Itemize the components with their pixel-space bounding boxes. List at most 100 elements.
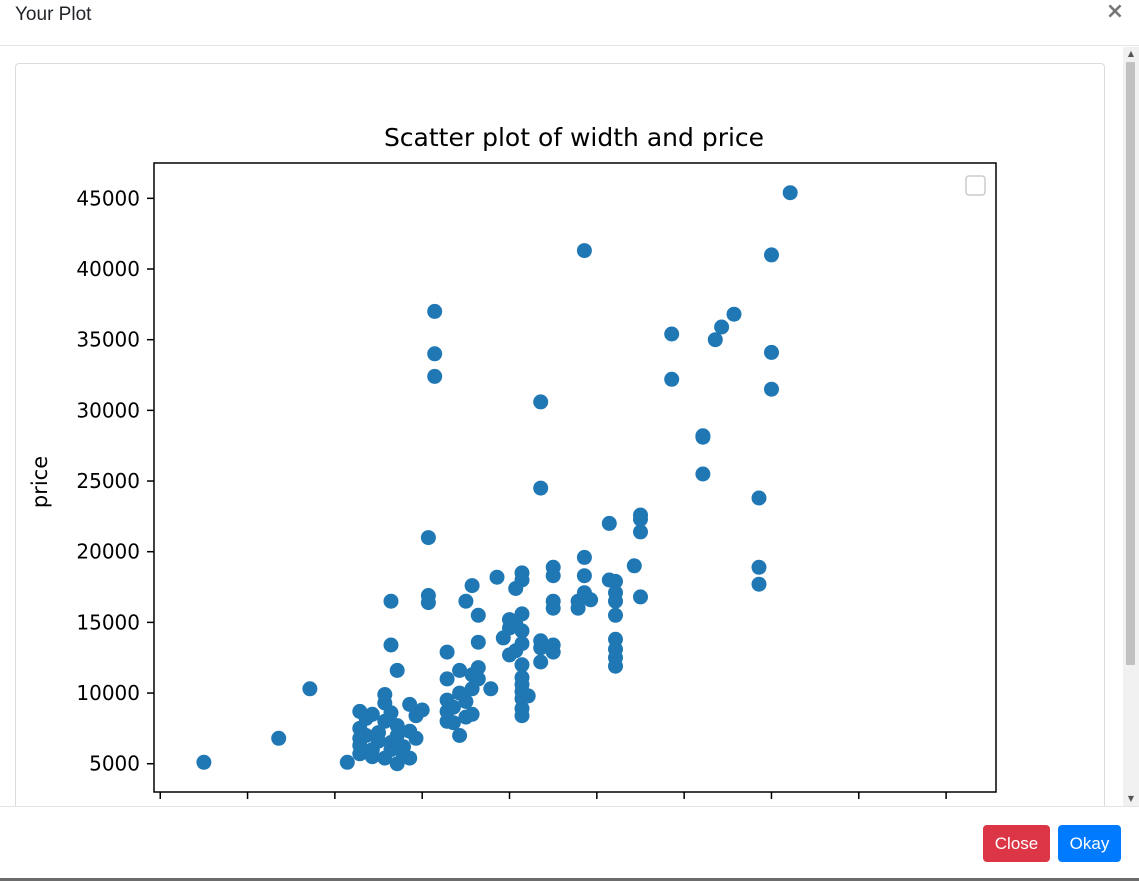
data-point [545, 568, 561, 584]
data-point [414, 702, 430, 718]
data-point [445, 699, 461, 715]
data-point [420, 595, 436, 611]
data-point [439, 644, 455, 660]
y-tick-label: 25000 [76, 469, 140, 493]
data-point [576, 549, 592, 565]
okay-button[interactable]: Okay [1058, 825, 1121, 862]
points-layer [196, 185, 798, 772]
y-tick-label: 5000 [89, 752, 140, 776]
chevron-down-icon[interactable]: ▼ [1127, 794, 1135, 803]
data-point [427, 346, 443, 362]
vertical-scrollbar[interactable]: ▲ ▼ [1123, 47, 1139, 806]
data-point [608, 607, 623, 623]
data-point [664, 371, 680, 387]
data-point [533, 394, 549, 410]
data-point [383, 705, 399, 721]
data-point [514, 572, 530, 588]
y-tick-label: 10000 [76, 681, 140, 705]
data-point [458, 593, 474, 609]
data-point [470, 634, 486, 650]
data-point [576, 568, 592, 584]
plot-area-frame [153, 162, 997, 793]
modal-body: Scatter plot of width and price price 50… [0, 47, 1123, 806]
y-tick-label: 35000 [76, 328, 140, 352]
data-point [664, 326, 680, 342]
data-point [751, 490, 767, 506]
y-axis-label: price [28, 456, 52, 508]
scrollbar-thumb[interactable] [1126, 62, 1135, 665]
y-tick-label: 30000 [76, 398, 140, 422]
data-point [633, 511, 648, 527]
data-point [402, 696, 418, 712]
data-point [633, 589, 648, 605]
data-point [389, 662, 405, 678]
data-point [751, 559, 767, 575]
data-point [420, 530, 436, 546]
data-point [533, 480, 549, 496]
data-point [533, 640, 549, 656]
data-point [514, 606, 530, 622]
data-point [726, 306, 742, 322]
chevron-up-icon[interactable]: ▲ [1127, 49, 1135, 58]
data-point [302, 681, 318, 697]
modal-title: Your Plot [15, 4, 92, 25]
data-point [751, 576, 767, 592]
plot-container: Scatter plot of width and price price 50… [15, 63, 1105, 806]
data-point [695, 429, 711, 445]
data-point [626, 558, 642, 574]
data-point [470, 671, 486, 687]
data-point [364, 749, 380, 765]
data-point [514, 657, 530, 673]
data-point [383, 593, 399, 609]
data-point [483, 681, 499, 697]
data-point [520, 688, 536, 704]
data-point [695, 466, 711, 482]
bottom-divider [0, 878, 1139, 881]
data-point [601, 515, 617, 531]
data-point [707, 332, 723, 348]
data-point [271, 730, 287, 746]
data-point [570, 600, 586, 616]
data-point [339, 754, 355, 770]
data-point [464, 578, 480, 594]
data-point [583, 592, 599, 608]
close-button[interactable]: Close [983, 825, 1050, 862]
data-point [514, 623, 530, 639]
data-point [514, 708, 530, 724]
y-tick-label: 45000 [76, 186, 140, 210]
data-point [352, 746, 368, 762]
data-point [383, 637, 399, 653]
data-point [364, 706, 380, 722]
y-tick-label: 40000 [76, 257, 140, 281]
data-point [464, 706, 480, 722]
data-point [545, 644, 561, 660]
chart-title: Scatter plot of width and price [384, 123, 764, 152]
data-point [427, 303, 443, 319]
data-point [445, 715, 461, 731]
data-point [514, 636, 530, 652]
data-point [545, 600, 561, 616]
data-point [470, 607, 486, 623]
ticks-layer: 5000 10000 15000 20000 25000 30000 35000 40000 4… [76, 186, 947, 799]
data-point [439, 671, 455, 687]
y-tick-label: 15000 [76, 610, 140, 634]
data-point [764, 247, 779, 263]
data-point [633, 524, 648, 540]
data-point [489, 569, 505, 585]
data-point [371, 733, 386, 749]
data-point [608, 573, 623, 589]
legend-box [965, 175, 986, 196]
data-point [576, 243, 592, 259]
data-point [358, 728, 374, 743]
data-point [608, 658, 623, 674]
data-point [196, 754, 212, 770]
data-point [470, 660, 486, 676]
data-point [383, 742, 399, 758]
data-point [764, 344, 779, 360]
modal-footer: Close Okay [0, 806, 1139, 881]
data-point [389, 728, 405, 743]
data-point [452, 728, 468, 743]
modal-header: Your Plot × [0, 0, 1139, 46]
close-icon[interactable]: × [1105, 0, 1125, 24]
